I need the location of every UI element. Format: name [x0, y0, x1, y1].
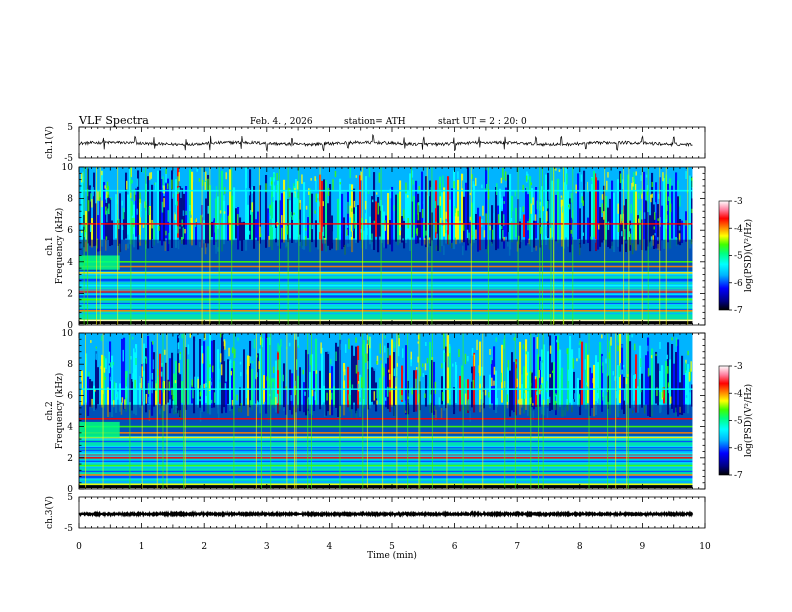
colorbar-label: log(PSD)(V²/Hz)	[743, 219, 754, 292]
spectral-band	[79, 474, 693, 476]
colorbar-label: log(PSD)(V²/Hz)	[743, 384, 754, 457]
x-tick-label: 9	[640, 542, 646, 552]
early-segment	[79, 255, 120, 270]
y-tick-label: 8	[67, 195, 73, 205]
colorbar-tick-label: -7	[734, 471, 743, 481]
spectral-band	[79, 265, 693, 268]
x-tick-label: 7	[514, 542, 520, 552]
ch3-ylabel: ch.3(V)	[44, 496, 55, 529]
spectral-band	[79, 309, 693, 312]
colorbar-tick-label: -3	[734, 197, 743, 207]
spectral-band	[79, 432, 693, 434]
station-label: station= ATH	[344, 117, 406, 127]
ch1-colorbar: -3 -4 -5 -6 -7 log(PSD)(V²/Hz)	[718, 197, 754, 316]
ch1-ylabel: ch.1(V)	[44, 126, 55, 159]
y-tick-label: 2	[67, 289, 73, 299]
y-tick-label: 5	[67, 123, 73, 133]
x-tick-label: 2	[201, 542, 207, 552]
spectral-band	[79, 298, 693, 301]
colorbar-tick-label: -7	[734, 306, 743, 316]
y-tick-label: 4	[67, 423, 73, 433]
spectral-band	[79, 436, 693, 439]
spectral-band	[79, 483, 693, 486]
ch1-trace	[79, 133, 693, 153]
early-segment	[79, 421, 120, 438]
spectral-band	[79, 452, 693, 454]
x-tick-label: 5	[389, 542, 395, 552]
colorbar-tick-label: -4	[734, 224, 743, 234]
ch1-waveform-panel: 5 -5 ch.1(V)	[44, 123, 706, 164]
y-tick-label: 2	[67, 454, 73, 464]
colorbar-tick-label: -5	[734, 417, 743, 427]
spectral-band	[79, 464, 693, 467]
y-tick-label: 8	[67, 360, 73, 370]
x-tick-label: 0	[76, 542, 82, 552]
x-tick-label: 3	[264, 542, 270, 552]
colorbar-scale	[718, 365, 730, 476]
ch3-waveform-panel: 5 -5 ch.3(V)	[44, 493, 706, 534]
y-tick-label: 4	[67, 258, 73, 268]
y-tick-label: -5	[64, 524, 73, 534]
colorbar-tick-label: -6	[734, 279, 743, 289]
ch2-colorbar: -3 -4 -5 -6 -7 log(PSD)(V²/Hz)	[718, 362, 754, 481]
y-tick-label: 10	[62, 329, 74, 339]
x-axis: 0 1 2 3 4 5 6 7 8 9 10 Time (min)	[76, 542, 711, 561]
ch2-spectrogram-panel: 0 2 4 6 8 10 ch.2Frequency (kHz)	[45, 329, 706, 495]
y-tick-label: 0	[67, 321, 73, 331]
spectral-band	[79, 425, 693, 428]
x-tick-label: 4	[327, 542, 333, 552]
colorbar-tick-label: -6	[734, 444, 743, 454]
spectral-band	[79, 388, 693, 390]
colorbar-scale	[718, 200, 730, 311]
x-tick-label: 1	[139, 542, 145, 552]
figure-title: VLF Spectra	[78, 114, 149, 127]
x-axis-label: Time (min)	[367, 550, 417, 561]
y-tick-label: 10	[62, 163, 74, 173]
ch1-spectrogram-ylabel: ch.1Frequency (kHz)	[45, 208, 65, 285]
ch1-spectrogram-panel: 0 2 4 6 8 10 ch.1Frequency (kHz)	[45, 163, 706, 331]
y-tick-label: 6	[67, 226, 73, 236]
spectral-band	[79, 457, 693, 459]
spectral-band	[79, 284, 693, 287]
spectral-band	[79, 418, 693, 420]
ch2-spectrogram-ylabel: ch.2Frequency (kHz)	[45, 373, 65, 450]
colorbar-tick-label: -3	[734, 362, 743, 372]
colorbar-tick-label: -5	[734, 252, 743, 262]
spectral-band	[79, 189, 693, 192]
y-tick-label: 6	[67, 391, 73, 401]
ch3-trace	[78, 510, 694, 518]
x-tick-label: 10	[699, 542, 711, 552]
colorbar-tick-label: -4	[734, 389, 743, 399]
spectral-band	[79, 261, 693, 263]
x-tick-label: 6	[452, 542, 458, 552]
start-time-label: start UT = 2 : 20: 0	[438, 117, 527, 127]
date-label: Feb. 4. , 2026	[250, 117, 313, 127]
spectral-band	[79, 223, 693, 225]
y-tick-label: 0	[67, 485, 73, 495]
x-tick-label: 8	[577, 542, 583, 552]
y-tick-label: 5	[67, 493, 73, 503]
spectral-band	[79, 272, 693, 274]
y-tick-label: -5	[64, 154, 73, 164]
